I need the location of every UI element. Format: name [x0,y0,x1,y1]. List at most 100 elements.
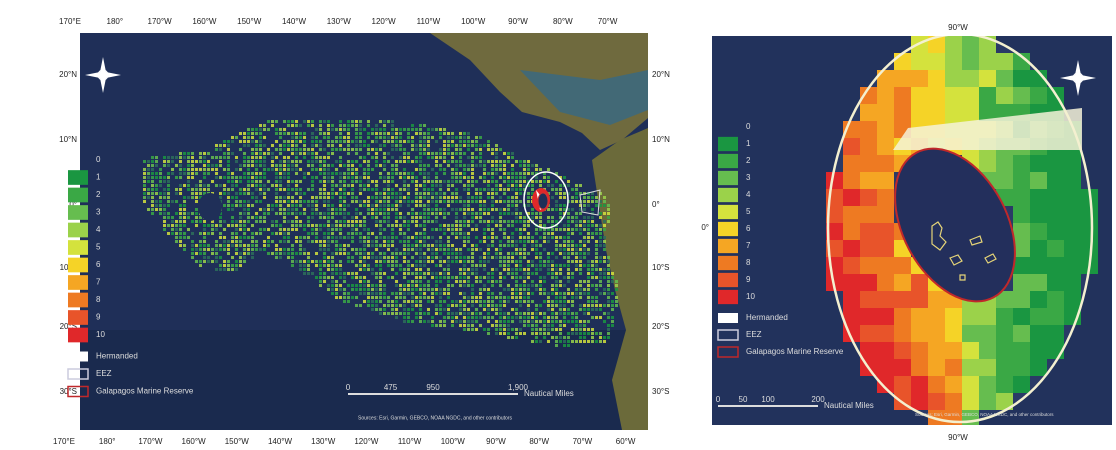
heat-cell [395,248,398,251]
grid-cell [1081,223,1098,240]
heat-cell [259,192,262,195]
grid-cell [877,342,894,359]
heat-cell [383,228,386,231]
heat-cell [503,332,506,335]
heat-cell [311,168,314,171]
heat-cell [371,288,374,291]
heat-cell [535,256,538,259]
heat-cell [563,192,566,195]
heat-cell [175,224,178,227]
heat-cell [491,276,494,279]
heat-cell [251,256,254,259]
heat-cell [439,260,442,263]
heat-cell [431,220,434,223]
heat-cell [459,292,462,295]
heat-cell [419,156,422,159]
heat-cell [431,320,434,323]
heat-cell [471,252,474,255]
heat-cell [415,296,418,299]
heat-cell [591,304,594,307]
heat-cell [551,324,554,327]
heat-cell [547,216,550,219]
heat-cell [415,196,418,199]
heat-cell [543,324,546,327]
heat-cell [471,152,474,155]
heat-cell [455,276,458,279]
heat-cell [579,288,582,291]
heat-cell [395,300,398,303]
heat-cell [479,324,482,327]
heat-cell [175,236,178,239]
heat-cell [187,184,190,187]
heat-cell [359,256,362,259]
heat-cell [275,200,278,203]
heat-cell [519,304,522,307]
heat-cell [283,148,286,151]
heat-cell [227,208,230,211]
heat-cell [507,264,510,267]
heat-cell [435,220,438,223]
heat-cell [395,128,398,131]
heat-cell [327,240,330,243]
heat-cell [327,236,330,239]
heat-cell [279,164,282,167]
grid-cell [1064,172,1081,189]
heat-cell [327,232,330,235]
heat-cell [455,160,458,163]
heat-cell [323,184,326,187]
heat-cell [583,244,586,247]
heat-cell [427,208,430,211]
grid-cell [928,376,945,393]
heat-cell [431,188,434,191]
heat-cell [195,192,198,195]
heat-cell [595,248,598,251]
heat-cell [511,196,514,199]
heat-cell [491,168,494,171]
heat-cell [475,140,478,143]
heat-cell [231,244,234,247]
heat-cell [583,308,586,311]
heat-cell [283,208,286,211]
heat-cell [391,292,394,295]
heat-cell [599,216,602,219]
heat-cell [275,196,278,199]
heat-cell [275,212,278,215]
heat-cell [419,136,422,139]
heat-cell [231,172,234,175]
heat-cell [563,244,566,247]
heat-cell [319,212,322,215]
heat-cell [479,264,482,267]
heat-cell [571,188,574,191]
heat-cell [467,276,470,279]
heat-cell [343,248,346,251]
heat-cell [487,320,490,323]
heat-cell [459,172,462,175]
heat-cell [455,188,458,191]
heat-cell [519,320,522,323]
heat-cell [175,220,178,223]
heat-cell [235,176,238,179]
heat-cell [583,216,586,219]
heat-cell [579,220,582,223]
heat-cell [439,136,442,139]
heat-cell [315,152,318,155]
heat-cell [435,288,438,291]
heat-cell [583,324,586,327]
heat-cell [259,136,262,139]
heat-cell [363,228,366,231]
heat-cell [291,204,294,207]
heat-cell [363,204,366,207]
heat-cell [379,176,382,179]
heat-cell [419,192,422,195]
heat-cell [363,144,366,147]
heat-cell [595,224,598,227]
heat-cell [519,332,522,335]
heat-cell [479,316,482,319]
heat-cell [359,288,362,291]
heat-cell [175,232,178,235]
heat-cell [343,164,346,167]
reserve-outline [537,192,549,210]
heat-cell [175,192,178,195]
heat-cell [243,172,246,175]
heat-cell [231,232,234,235]
